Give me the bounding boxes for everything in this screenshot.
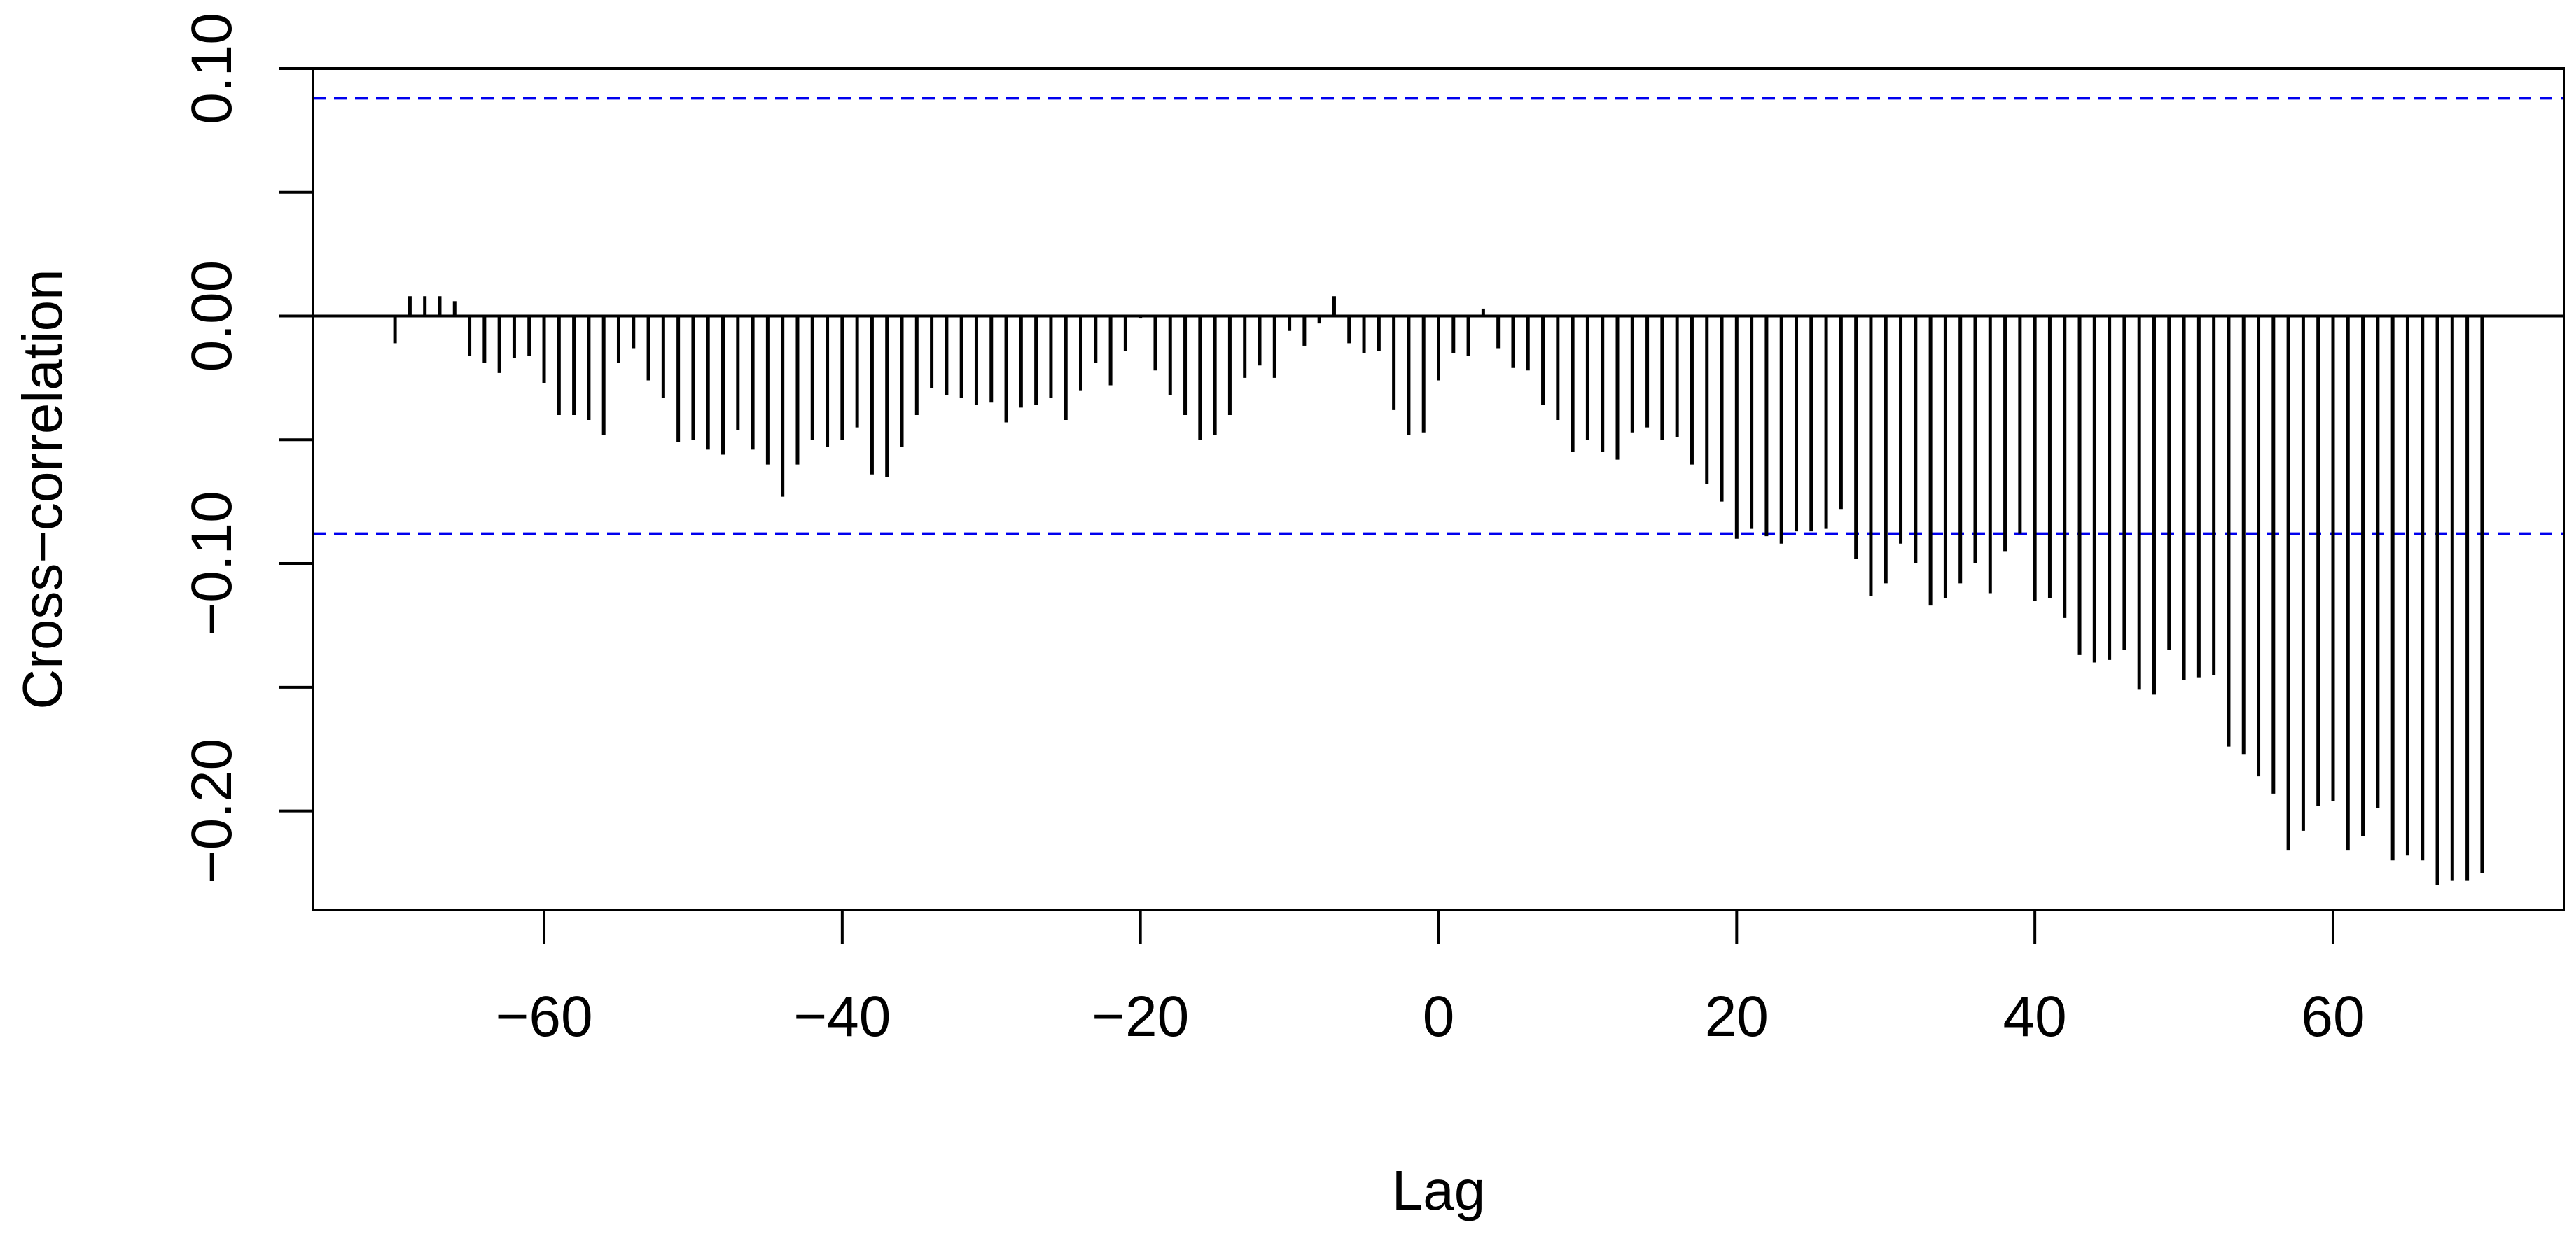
x-axis-title: Lag — [1392, 1159, 1485, 1221]
y-axis: −0.20 −0.10 0.00 0.10 — [180, 13, 313, 883]
x-tick-label: 0 — [1423, 985, 1455, 1049]
y-tick-label: 0.10 — [180, 13, 244, 125]
y-tick-label: −0.20 — [180, 738, 244, 883]
x-tick-label: −40 — [793, 985, 891, 1049]
x-tick-label: −20 — [1092, 985, 1189, 1049]
y-tick-label: −0.10 — [180, 491, 244, 636]
correlation-bars — [393, 296, 2484, 885]
x-tick-label: 60 — [2301, 985, 2365, 1049]
x-tick-label: 40 — [2003, 985, 2067, 1049]
y-axis-title: Cross−correlation — [11, 269, 74, 709]
x-tick-label: −60 — [495, 985, 592, 1049]
x-tick-label: 20 — [1705, 985, 1769, 1049]
x-axis: −60 −40 −20 0 20 40 60 — [495, 910, 2365, 1049]
confidence-bounds — [313, 97, 2564, 535]
y-tick-label: 0.00 — [180, 260, 244, 372]
